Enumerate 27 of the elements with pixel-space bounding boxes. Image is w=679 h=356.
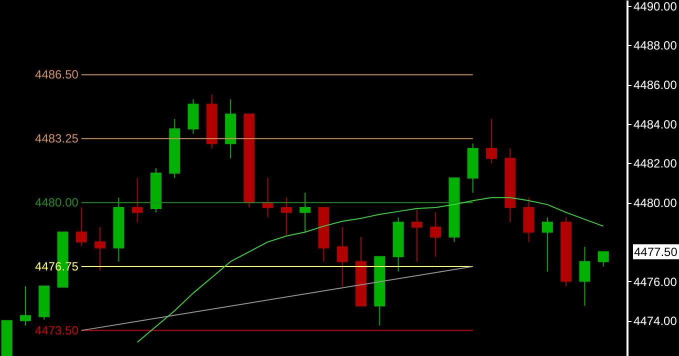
ref-line-label: 4480.00 — [35, 196, 79, 210]
ref-line-label: 4483.25 — [35, 132, 79, 146]
candlestick — [94, 226, 106, 271]
candlestick — [411, 208, 422, 262]
candlestick — [430, 212, 442, 258]
candlestick — [300, 192, 311, 233]
line-series — [136, 197, 604, 343]
y-tick-label: 4484.00 — [634, 117, 678, 132]
candlestick — [486, 118, 498, 164]
candlestick — [76, 207, 87, 246]
y-tick-label: 4490.00 — [634, 0, 678, 14]
y-tick-label: 4476.00 — [634, 274, 678, 289]
candlestick — [542, 216, 553, 272]
y-tick-label: 4474.00 — [634, 314, 678, 328]
candlestick — [336, 226, 348, 287]
candlestick — [20, 286, 32, 326]
candlestick — [132, 178, 143, 223]
candlestick — [579, 246, 590, 306]
text: 4477.50 — [634, 244, 678, 259]
candlestick — [280, 197, 292, 236]
y-tick-label: 4482.00 — [634, 156, 678, 171]
ref-line-label: 4473.50 — [35, 323, 79, 338]
y-tick-label: 4488.00 — [634, 38, 678, 53]
y-tick-label: 4480.00 — [634, 196, 678, 210]
y-tick-label: 4486.00 — [634, 78, 678, 92]
ref-line-label: 4486.50 — [35, 68, 79, 82]
candlestick — [598, 251, 609, 268]
